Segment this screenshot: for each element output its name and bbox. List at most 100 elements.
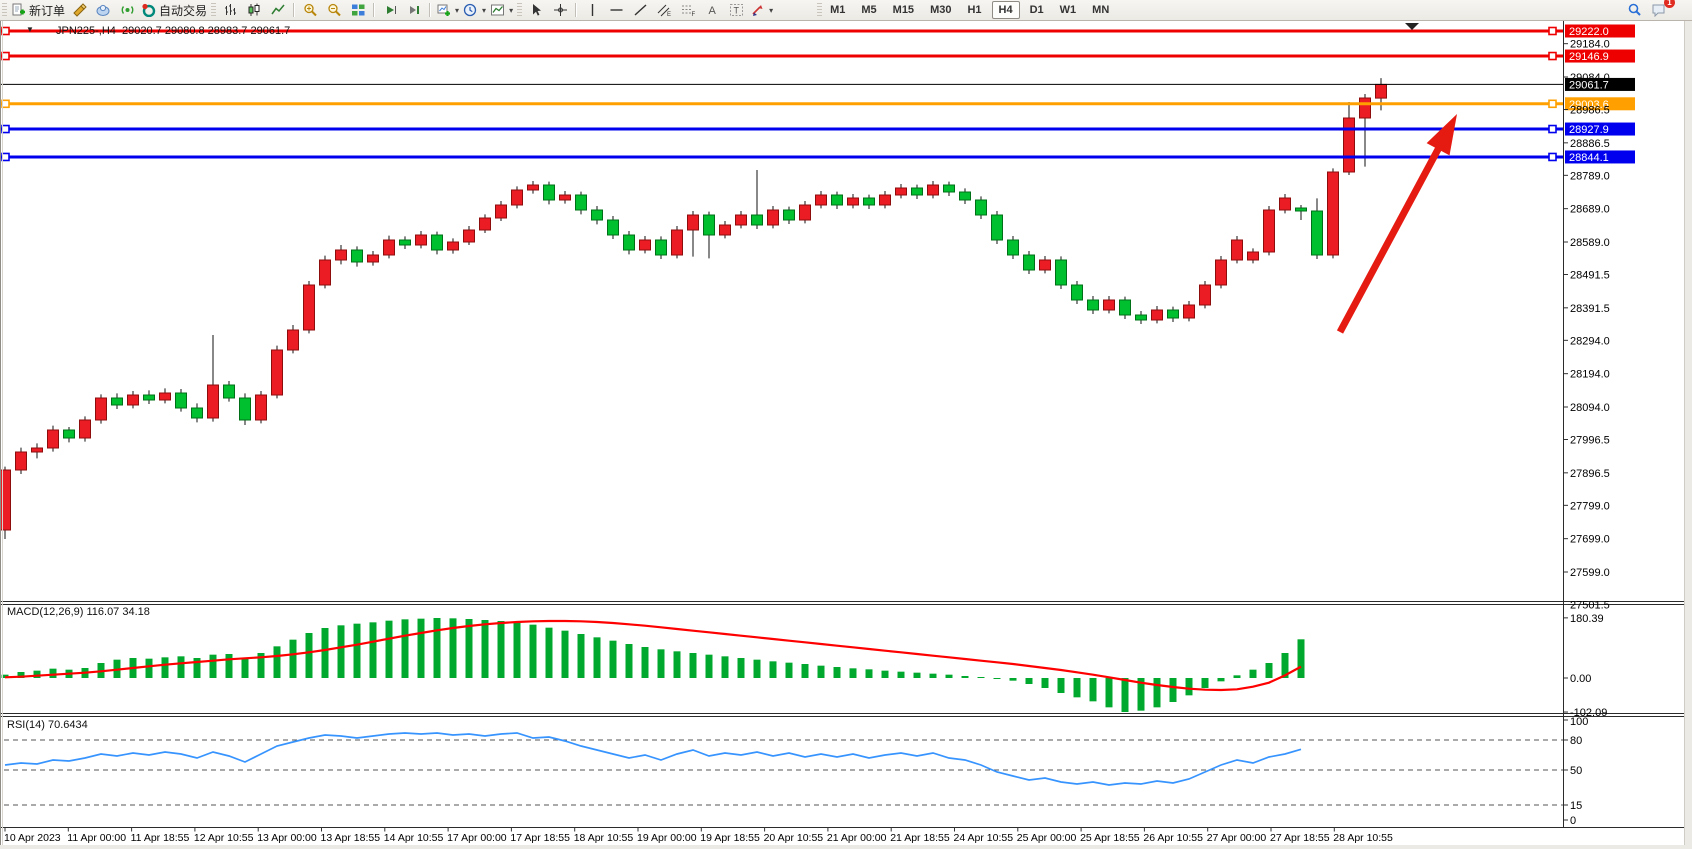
line-handle[interactable] — [1, 152, 10, 162]
vertical-line-icon — [591, 4, 593, 16]
line-handle[interactable] — [1, 99, 10, 109]
zoom-in-button[interactable] — [298, 1, 322, 19]
notifications-button[interactable]: 1 — [1646, 0, 1675, 19]
auto-scroll-button[interactable] — [378, 1, 402, 19]
arrow-annotation-shaft[interactable] — [1336, 140, 1445, 334]
time-axis-label: 11 Apr 00:00 — [67, 832, 126, 844]
caret-icon: ▾ — [769, 5, 774, 15]
timeframe-M1[interactable]: M1 — [830, 4, 846, 16]
toolbar-grip[interactable] — [517, 3, 523, 17]
line-handle[interactable] — [1548, 26, 1557, 36]
timeframe-H1[interactable]: H1 — [967, 4, 982, 16]
auto-trading-icon — [142, 3, 156, 17]
macd-histogram-bar — [1041, 678, 1049, 688]
candle-body — [975, 199, 987, 216]
toolbar-grip[interactable] — [817, 3, 823, 17]
macd-signal-line — [4, 619, 1302, 692]
time-axis-label: 27 Apr 00:00 — [1207, 832, 1267, 844]
macd-histogram-bar — [417, 618, 425, 678]
arrow-annotation-head[interactable] — [1426, 114, 1457, 156]
line-handle[interactable] — [1548, 51, 1557, 61]
candle-body — [1279, 197, 1291, 211]
trendline-tool[interactable] — [628, 1, 652, 19]
text-tool[interactable]: A — [700, 1, 724, 19]
macd-histogram-bar — [385, 620, 393, 678]
profiles-button[interactable] — [91, 1, 115, 19]
candle-body — [1135, 314, 1147, 321]
macd-histogram-bar — [353, 623, 361, 678]
timeframe-W1[interactable]: W1 — [1059, 4, 1077, 16]
price-axis-tick: 28689.0 — [1570, 204, 1610, 216]
macd-histogram-bar — [289, 639, 297, 678]
price-axis-tick: 27599.0 — [1570, 567, 1610, 579]
timeframe-MN[interactable]: MN — [1092, 4, 1110, 16]
search-button[interactable] — [1622, 1, 1646, 19]
bar-chart-mode-button[interactable] — [218, 1, 242, 19]
line-handle[interactable] — [1, 26, 10, 36]
macd-histogram-bar — [993, 678, 1001, 679]
candle-body — [463, 229, 475, 243]
vertical-line-tool[interactable] — [580, 1, 604, 19]
signals-button[interactable] — [115, 1, 139, 19]
macd-histogram-bar — [577, 634, 585, 678]
caret-icon: ▾ — [509, 5, 514, 15]
auto-trading-button[interactable]: 自动交易 — [139, 1, 209, 19]
templates-dropdown[interactable]: ▾ — [488, 1, 515, 19]
crosshair-tool-button[interactable] — [548, 1, 572, 19]
candle-body — [623, 234, 635, 251]
horizontal-line-tool[interactable] — [604, 1, 628, 19]
zoom-out-button[interactable] — [322, 1, 346, 19]
candle-body — [687, 214, 699, 231]
price-line-label: 29222.0 — [1569, 26, 1609, 38]
macd-histogram-bar — [17, 672, 25, 678]
candle-body — [655, 239, 667, 256]
tile-windows-button[interactable] — [346, 1, 370, 19]
timeframe-D1[interactable]: D1 — [1029, 4, 1044, 16]
candle-body — [815, 194, 827, 206]
line-handle[interactable] — [1548, 124, 1557, 134]
candle-body — [879, 194, 891, 206]
label-tool[interactable]: T — [724, 1, 748, 19]
line-handle[interactable] — [1548, 152, 1557, 162]
macd-histogram-bar — [225, 654, 233, 678]
fibonacci-tool[interactable]: F — [676, 1, 700, 19]
arrows-tool-dropdown[interactable]: ▾ — [748, 1, 775, 19]
candlestick-mode-button[interactable] — [242, 1, 266, 19]
period-dropdown[interactable]: ▾ — [461, 1, 488, 19]
timeframe-M30[interactable]: M30 — [930, 4, 952, 16]
macd-histogram-bar — [337, 625, 345, 678]
new-chart-dropdown[interactable]: ▾ — [434, 1, 461, 19]
macd-histogram-bar — [977, 677, 985, 678]
macd-histogram-bar — [177, 656, 185, 678]
time-axis-label: 27 Apr 18:55 — [1270, 832, 1330, 844]
macd-histogram-bar — [145, 658, 153, 678]
new-order-button[interactable]: 新订单 — [9, 1, 67, 19]
chart-window[interactable] — [0, 21, 1692, 849]
line-handle[interactable] — [1, 51, 10, 61]
candle-body — [943, 184, 955, 193]
chart-shift-marker[interactable] — [1405, 23, 1419, 30]
toolbar-grip[interactable] — [2, 3, 7, 17]
line-chart-mode-button[interactable] — [266, 1, 290, 19]
chart-shift-button[interactable] — [402, 1, 426, 19]
toolbar-grip[interactable] — [211, 3, 217, 17]
line-handle[interactable] — [1, 124, 10, 134]
price-axis-tick: 28491.5 — [1570, 270, 1610, 282]
cursor-tool-button[interactable] — [524, 1, 548, 19]
candle-body — [1087, 299, 1099, 311]
timeframe-H4[interactable]: H4 — [991, 1, 1020, 19]
auto-scroll-icon — [386, 6, 396, 14]
one-click-collapse-arrow[interactable]: ▼ — [26, 25, 34, 34]
timeframe-M5[interactable]: M5 — [861, 4, 877, 16]
line-handle[interactable] — [1548, 99, 1557, 109]
macd-histogram-bar — [833, 667, 841, 678]
macd-histogram-bar — [865, 669, 873, 678]
candle-body — [799, 204, 811, 221]
rsi-axis-label: 50 — [1570, 765, 1582, 777]
candle-body — [575, 194, 587, 211]
equidistant-channel-tool[interactable]: E — [652, 1, 676, 19]
styler-button[interactable] — [67, 1, 91, 19]
timeframe-M15[interactable]: M15 — [892, 4, 915, 16]
rsi-axis-label: 80 — [1570, 735, 1582, 747]
